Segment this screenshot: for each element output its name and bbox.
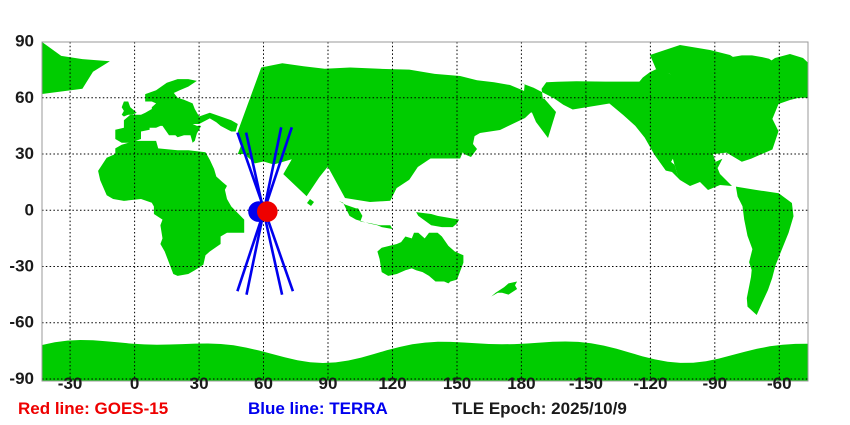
svg-text:60: 60: [15, 88, 34, 107]
svg-text:90: 90: [319, 374, 338, 393]
svg-text:-30: -30: [58, 374, 83, 393]
svg-text:120: 120: [378, 374, 406, 393]
svg-text:-60: -60: [767, 374, 792, 393]
svg-text:150: 150: [443, 374, 471, 393]
svg-text:-30: -30: [9, 257, 34, 276]
svg-text:-120: -120: [633, 374, 667, 393]
svg-text:-60: -60: [9, 313, 34, 332]
svg-text:-90: -90: [9, 369, 34, 388]
svg-text:-150: -150: [569, 374, 603, 393]
svg-text:30: 30: [190, 374, 209, 393]
svg-text:0: 0: [130, 374, 139, 393]
svg-text:30: 30: [15, 144, 34, 163]
svg-text:180: 180: [507, 374, 535, 393]
svg-text:90: 90: [15, 32, 34, 51]
svg-text:-90: -90: [703, 374, 728, 393]
svg-text:0: 0: [25, 200, 34, 219]
svg-text:60: 60: [254, 374, 273, 393]
